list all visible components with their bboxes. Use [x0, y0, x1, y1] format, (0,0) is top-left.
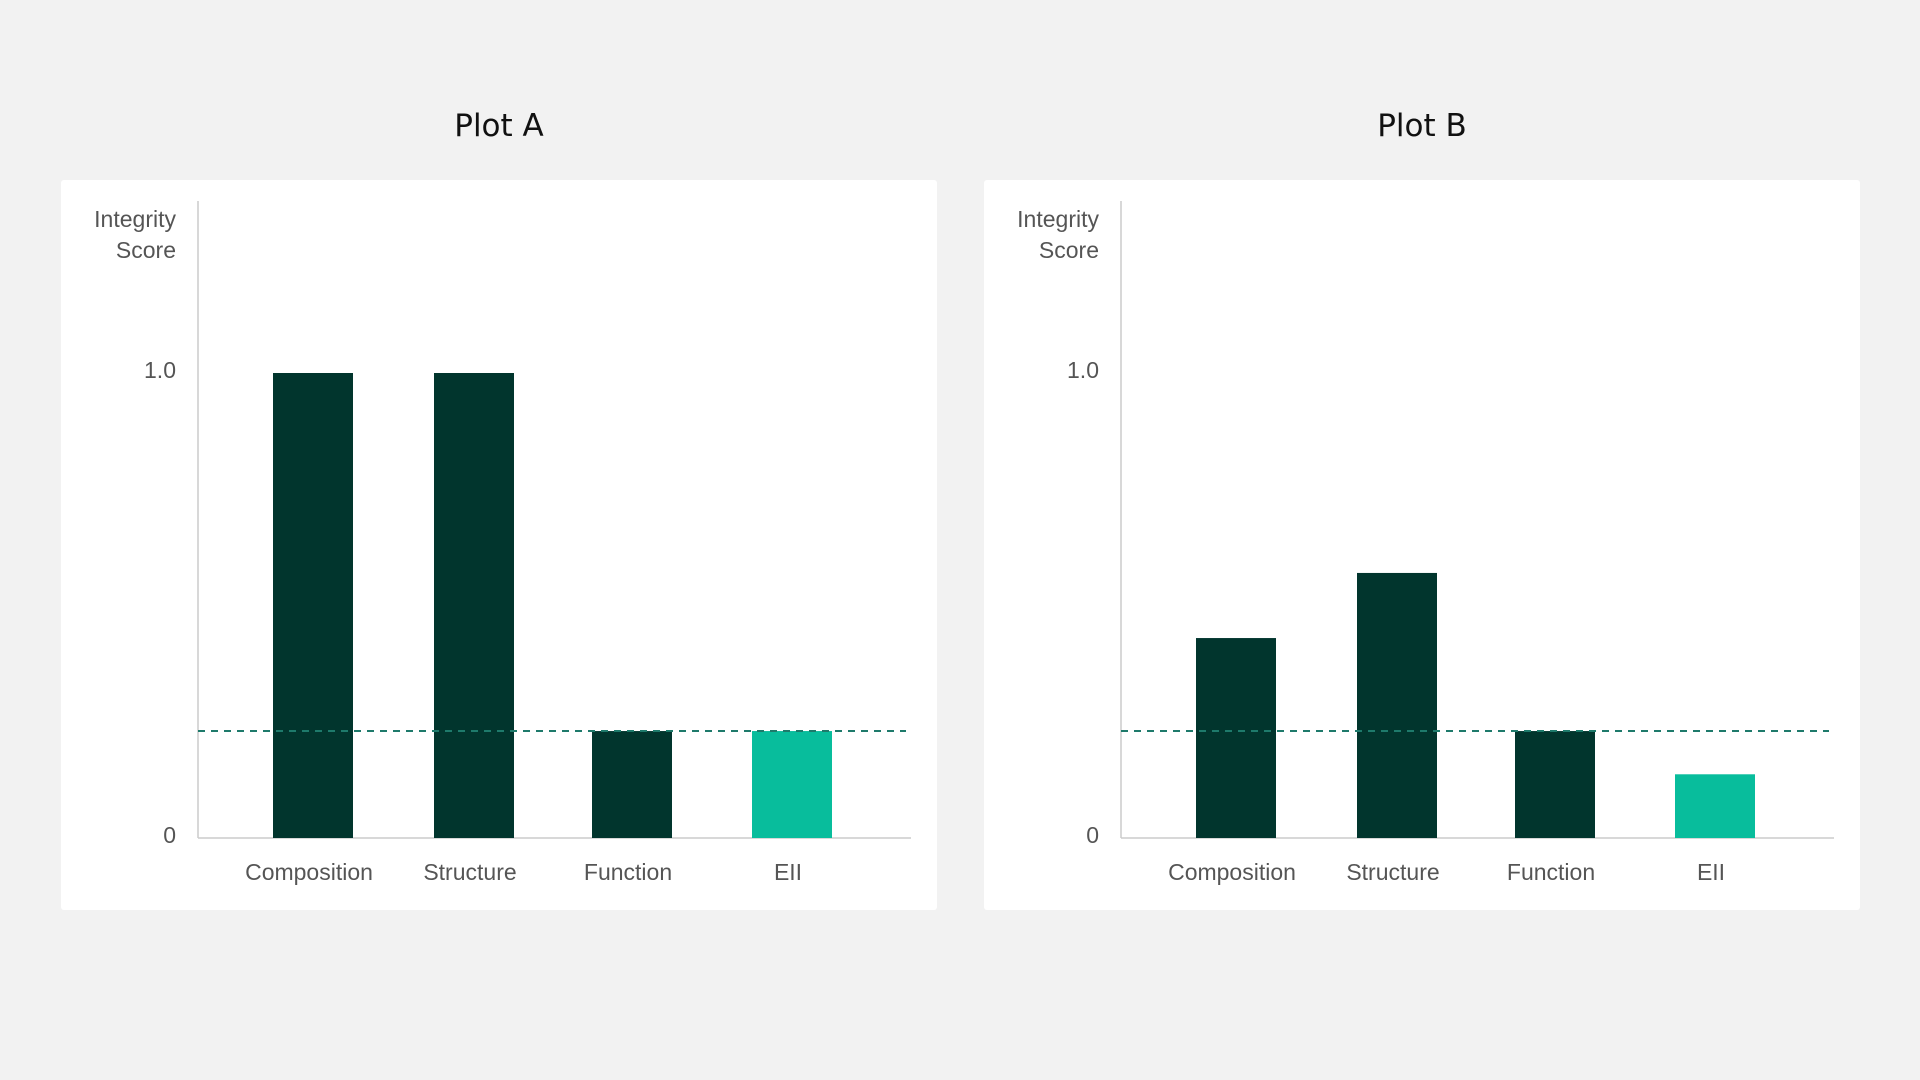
plot-a-title: Plot A [454, 108, 544, 144]
chart-1-x-tick-label-function: Function [1507, 859, 1595, 885]
chart-1-y-tick-label-0: 0 [1086, 822, 1099, 848]
plot-b-title: Plot B [1377, 108, 1467, 144]
chart-1-bar-eii [1675, 774, 1755, 838]
chart-0-y-axis-label-0: Integrity [94, 206, 176, 232]
chart-0-bar-function [592, 731, 672, 838]
chart-1-x-tick-label-eii: EII [1697, 859, 1725, 885]
plot-a-panel: Integrity Score 0 1.0 Composition Structure Fu… [61, 180, 937, 910]
chart-1-x-tick-label-structure: Structure [1346, 859, 1439, 885]
chart-0-y-tick-label-1: 1.0 [144, 357, 176, 383]
plot-b-panel: Integrity Score 0 1.0 Composition Structure Fu… [984, 180, 1860, 910]
chart-0-x-tick-label-eii: EII [774, 859, 802, 885]
chart-0-bar-structure [434, 373, 514, 838]
chart-0-y-tick-label-0: 0 [163, 822, 176, 848]
chart-1-bar-composition [1196, 638, 1276, 838]
chart-1-bar-function [1515, 731, 1595, 838]
chart-1-y-axis-label-1: Score [1039, 237, 1099, 263]
chart-1-y-tick-label-1: 1.0 [1067, 357, 1099, 383]
chart-0-y-axis-label-1: Score [116, 237, 176, 263]
chart-0-x-tick-label-structure: Structure [423, 859, 516, 885]
chart-1-y-axis-label-0: Integrity [1017, 206, 1099, 232]
chart-0-x-tick-label-function: Function [584, 859, 672, 885]
plot-b-chart: Integrity Score 0 1.0 Composition Structure Fu… [1017, 201, 1834, 885]
chart-1-x-tick-label-composition: Composition [1168, 859, 1296, 885]
chart-0-bar-eii [752, 731, 832, 838]
chart-1-bar-structure [1357, 572, 1437, 838]
chart-0-bar-composition [273, 373, 353, 838]
plot-a-chart: Integrity Score 0 1.0 Composition Structure Fu… [94, 201, 911, 885]
chart-0-x-tick-label-composition: Composition [245, 859, 373, 885]
